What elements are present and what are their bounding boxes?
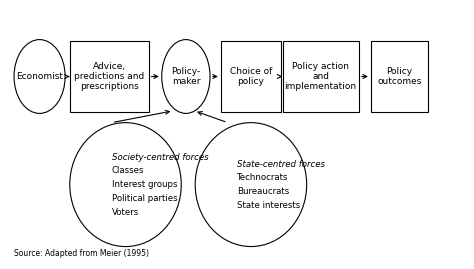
Text: Political parties: Political parties xyxy=(111,194,177,203)
Bar xyxy=(221,41,281,112)
Bar xyxy=(70,41,149,112)
Text: Society-centred forces: Society-centred forces xyxy=(111,153,208,162)
Ellipse shape xyxy=(195,123,307,246)
Ellipse shape xyxy=(14,40,65,114)
Text: Policy action
and
implementation: Policy action and implementation xyxy=(284,62,356,91)
Bar xyxy=(371,41,428,112)
Text: Choice of
policy: Choice of policy xyxy=(230,67,272,86)
Text: Classes: Classes xyxy=(111,167,144,175)
Text: Economist: Economist xyxy=(16,72,63,81)
Text: Advice,
predictions and
prescriptions: Advice, predictions and prescriptions xyxy=(74,62,145,91)
Ellipse shape xyxy=(162,40,210,114)
Bar xyxy=(283,41,359,112)
Text: Interest groups: Interest groups xyxy=(111,180,177,189)
Ellipse shape xyxy=(70,123,181,246)
Text: State-centred forces: State-centred forces xyxy=(237,160,325,168)
Text: Policy-
maker: Policy- maker xyxy=(171,67,201,86)
Text: Policy
outcomes: Policy outcomes xyxy=(377,67,422,86)
Text: State interests: State interests xyxy=(237,201,300,210)
Text: Source: Adapted from Meier (1995): Source: Adapted from Meier (1995) xyxy=(14,249,149,259)
Text: Voters: Voters xyxy=(111,207,139,217)
Text: Bureaucrats: Bureaucrats xyxy=(237,187,289,196)
Text: Technocrats: Technocrats xyxy=(237,173,289,182)
